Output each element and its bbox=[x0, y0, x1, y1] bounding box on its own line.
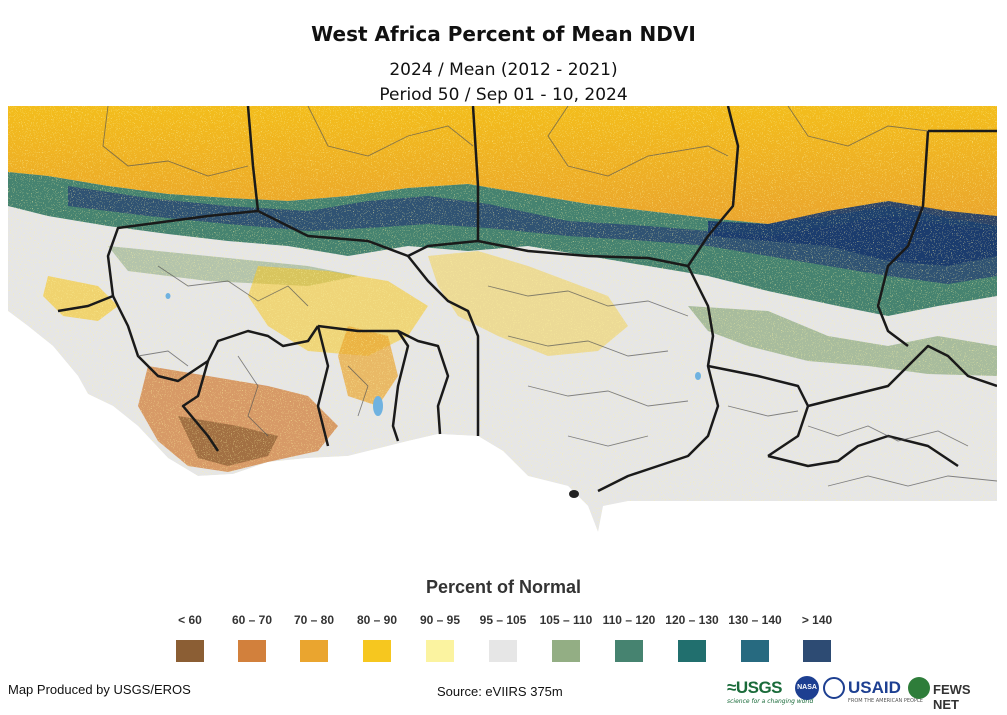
legend-swatch bbox=[363, 640, 391, 662]
legend-swatch bbox=[552, 640, 580, 662]
legend-item: 80 – 90 bbox=[345, 612, 409, 662]
legend-item: 70 – 80 bbox=[282, 612, 346, 662]
partner-logos: ≈USGS science for a changing world NASA … bbox=[727, 676, 999, 712]
legend-label: 70 – 80 bbox=[293, 613, 335, 627]
legend-label: 60 – 70 bbox=[231, 613, 273, 627]
legend-label: 120 – 130 bbox=[665, 613, 719, 627]
legend-swatch bbox=[300, 640, 328, 662]
producer-credit: Map Produced by USGS/EROS bbox=[8, 682, 191, 697]
legend-item: 60 – 70 bbox=[220, 612, 284, 662]
legend-swatch bbox=[803, 640, 831, 662]
legend-item: < 60 bbox=[158, 612, 222, 662]
legend-item: 105 – 110 bbox=[534, 612, 598, 662]
usaid-logo: USAID bbox=[848, 678, 901, 697]
legend-label: < 60 bbox=[178, 613, 202, 627]
legend-item: 95 – 105 bbox=[471, 612, 535, 662]
legend-item: 110 – 120 bbox=[597, 612, 661, 662]
legend-title: Percent of Normal bbox=[425, 577, 582, 597]
legend: < 60 60 – 70 70 – 80 80 – 90 90 – 95 95 … bbox=[170, 612, 850, 662]
legend-swatch bbox=[615, 640, 643, 662]
legend-item: > 140 bbox=[785, 612, 849, 662]
legend-label: 90 – 95 bbox=[419, 613, 461, 627]
nasa-logo: NASA bbox=[795, 676, 819, 700]
usaid-tagline: FROM THE AMERICAN PEOPLE bbox=[848, 698, 923, 704]
legend-label: 80 – 90 bbox=[356, 613, 398, 627]
legend-label: 105 – 110 bbox=[539, 613, 593, 627]
legend-swatch bbox=[426, 640, 454, 662]
legend-item: 90 – 95 bbox=[408, 612, 472, 662]
legend-swatch bbox=[489, 640, 517, 662]
legend-swatch bbox=[678, 640, 706, 662]
fews-net-logo: FEWS NET bbox=[933, 682, 971, 712]
usgs-logo: ≈USGS bbox=[727, 678, 783, 697]
usaid-seal-icon bbox=[823, 677, 845, 699]
legend-swatch bbox=[238, 640, 266, 662]
ndvi-map bbox=[8, 106, 997, 532]
legend-swatch bbox=[176, 640, 204, 662]
usgs-tagline: science for a changing world bbox=[727, 698, 814, 705]
legend-item: 130 – 140 bbox=[723, 612, 787, 662]
map-subtitle-dekad: Period 50 / Sep 01 - 10, 2024 bbox=[379, 85, 628, 105]
legend-swatch bbox=[741, 640, 769, 662]
legend-label: > 140 bbox=[801, 613, 833, 627]
map-subtitle-period-compare: 2024 / Mean (2012 - 2021) bbox=[389, 60, 618, 80]
legend-label: 95 – 105 bbox=[479, 613, 527, 627]
map-title: West Africa Percent of Mean NDVI bbox=[311, 22, 696, 46]
legend-label: 130 – 140 bbox=[728, 613, 782, 627]
legend-item: 120 – 130 bbox=[660, 612, 724, 662]
globe-icon bbox=[908, 677, 930, 699]
legend-label: 110 – 120 bbox=[602, 613, 656, 627]
data-source: Source: eVIIRS 375m bbox=[437, 684, 563, 699]
